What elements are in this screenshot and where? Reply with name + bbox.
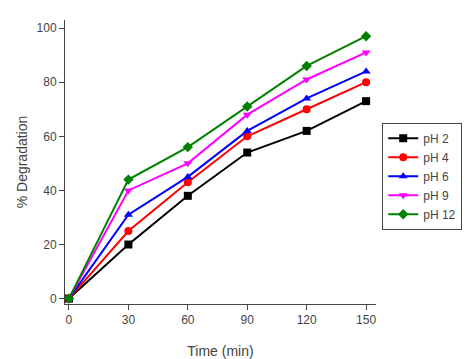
- svg-text:100: 100: [37, 21, 57, 35]
- svg-text:40: 40: [43, 184, 57, 198]
- svg-text:90: 90: [241, 313, 255, 327]
- svg-text:% Degradation: % Degradation: [14, 116, 30, 209]
- svg-text:60: 60: [181, 313, 195, 327]
- svg-text:20: 20: [43, 238, 57, 252]
- svg-text:0: 0: [50, 292, 57, 306]
- svg-text:pH 4: pH 4: [423, 151, 449, 165]
- svg-text:Time (min): Time (min): [187, 343, 253, 359]
- svg-text:pH 6: pH 6: [423, 170, 449, 184]
- svg-text:pH 2: pH 2: [423, 132, 449, 146]
- svg-text:80: 80: [43, 75, 57, 89]
- svg-text:pH 12: pH 12: [423, 208, 455, 222]
- svg-text:120: 120: [297, 313, 317, 327]
- svg-text:pH 9: pH 9: [423, 189, 449, 203]
- svg-text:60: 60: [43, 130, 57, 144]
- svg-text:150: 150: [356, 313, 376, 327]
- svg-text:0: 0: [66, 313, 73, 327]
- svg-text:30: 30: [122, 313, 136, 327]
